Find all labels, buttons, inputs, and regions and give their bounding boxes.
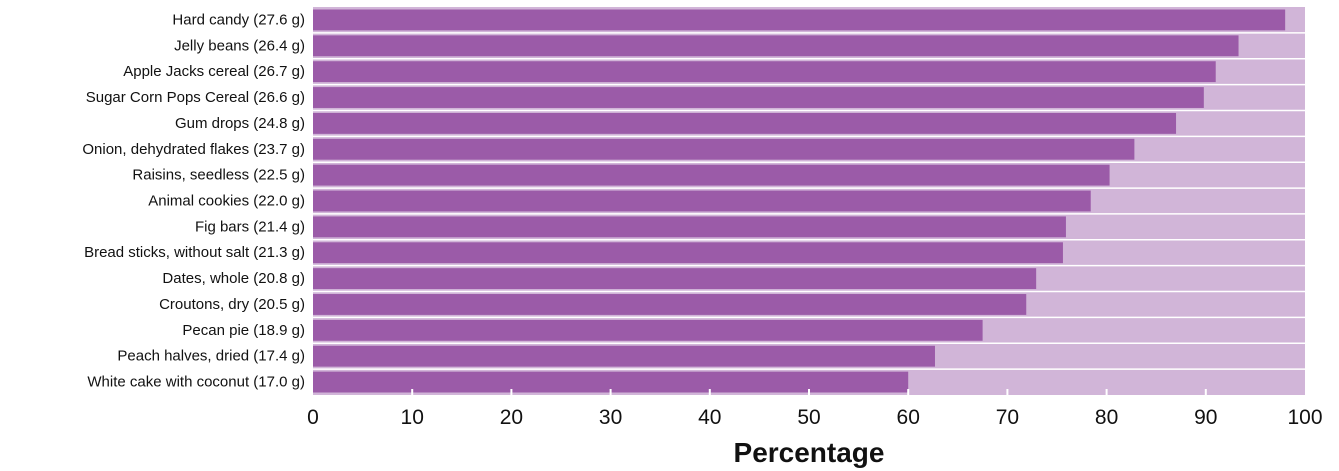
bar — [313, 164, 1110, 186]
x-tick-label: 90 — [1194, 406, 1217, 429]
x-tick-label: 40 — [698, 406, 721, 429]
category-label: Peach halves, dried (17.4 g) — [117, 348, 305, 365]
x-tick-label: 60 — [897, 406, 920, 429]
bar — [313, 319, 983, 341]
category-label: Gum drops (24.8 g) — [175, 115, 305, 132]
category-label: Onion, dehydrated flakes (23.7 g) — [82, 141, 305, 158]
bar — [313, 242, 1063, 264]
category-label: Raisins, seedless (22.5 g) — [132, 167, 305, 184]
x-tick-label: 0 — [307, 406, 319, 429]
x-tick-label: 10 — [401, 406, 424, 429]
x-tick-label: 20 — [500, 406, 523, 429]
bar — [313, 268, 1037, 290]
category-labels: Hard candy (27.6 g) Jelly beans (26.4 g) A… — [82, 11, 305, 390]
x-tick-label: 50 — [797, 406, 820, 429]
bar — [313, 9, 1286, 31]
bar — [313, 35, 1239, 57]
x-tick-label: 30 — [599, 406, 622, 429]
bar — [313, 61, 1216, 83]
bar — [313, 112, 1177, 134]
category-label: Sugar Corn Pops Cereal (26.6 g) — [86, 89, 305, 106]
x-axis-title: Percentage — [734, 437, 885, 468]
bar — [313, 294, 1027, 315]
category-label: Animal cookies (22.0 g) — [148, 193, 305, 210]
bars-group — [313, 9, 1286, 393]
x-tick-label: 100 — [1287, 406, 1322, 429]
category-label: Apple Jacks cereal (26.7 g) — [123, 63, 305, 80]
bar-separators — [313, 32, 1305, 370]
bar — [313, 190, 1091, 212]
bar — [313, 138, 1135, 160]
category-label: Pecan pie (18.9 g) — [182, 322, 305, 339]
category-label: White cake with coconut (17.0 g) — [87, 374, 305, 391]
category-label: Fig bars (21.4 g) — [195, 218, 305, 235]
bar — [313, 345, 935, 367]
bar — [313, 371, 909, 393]
category-label: Croutons, dry (20.5 g) — [159, 296, 305, 313]
x-axis-ticks: 0 10 20 30 40 50 60 70 80 90 100 — [307, 389, 1323, 429]
category-label: Bread sticks, without salt (21.3 g) — [84, 244, 305, 261]
category-label: Jelly beans (26.4 g) — [174, 37, 305, 54]
category-label: Hard candy (27.6 g) — [172, 11, 305, 28]
x-tick-label: 80 — [1095, 406, 1118, 429]
bar — [313, 216, 1066, 238]
bar — [313, 87, 1204, 108]
x-tick-label: 70 — [996, 406, 1019, 429]
category-label: Dates, whole (20.8 g) — [162, 270, 305, 287]
